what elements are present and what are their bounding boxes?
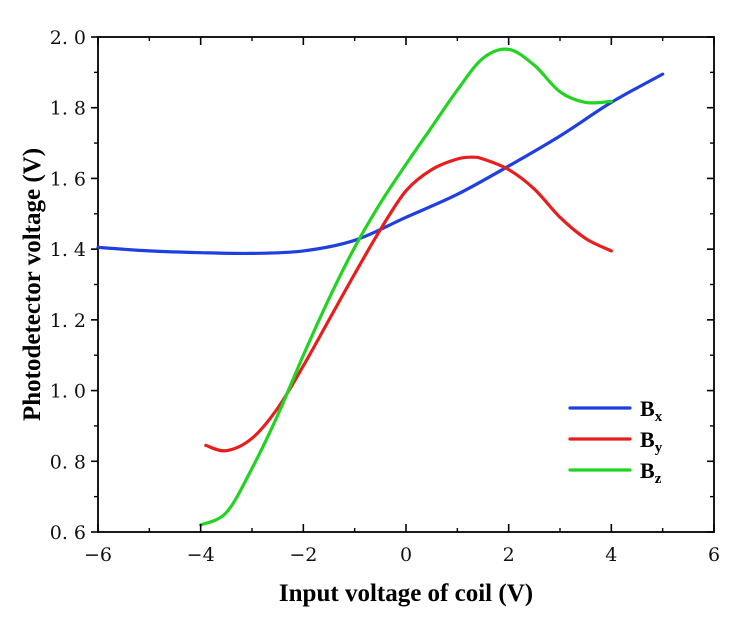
x-tick-label: 2: [503, 544, 515, 566]
y-tick-labels: 0. 6 0. 8 1. 0 1. 2 1. 4 1. 6 1. 8 2. 0: [50, 27, 86, 544]
x-tick-label: −4: [187, 544, 215, 566]
x-tick-label: 4: [605, 544, 617, 566]
x-axis-title: Input voltage of coil (V): [279, 580, 533, 607]
y-tick-label: 0. 6: [50, 522, 86, 544]
x-tick-label: 6: [708, 544, 720, 566]
legend-label-by: By: [640, 427, 663, 456]
x-tick-labels: −6 −4 −2 0 2 4 6: [84, 544, 720, 566]
x-tick-label: −2: [289, 544, 317, 566]
y-tick-label: 1. 2: [50, 310, 86, 332]
x-tick-label: −6: [84, 544, 112, 566]
y-tick-label: 1. 4: [50, 239, 86, 261]
plot-frame: [97, 36, 715, 533]
y-tick-label: 2. 0: [50, 27, 86, 49]
y-tick-label: 1. 6: [50, 168, 86, 190]
x-tick-label: 0: [400, 544, 412, 566]
y-tick-label: 0. 8: [50, 451, 86, 473]
y-axis-title: Photodetector voltage (V): [19, 148, 46, 421]
y-tick-label: 1. 8: [50, 98, 86, 120]
axis-ticks: [91, 36, 715, 533]
series-layer: [96, 47, 665, 527]
legend-label-bx: Bx: [640, 396, 663, 425]
y-tick-label: 1. 0: [50, 381, 86, 403]
series-line-bz: [199, 47, 613, 527]
series-line-by: [204, 155, 613, 453]
legend-label-bz: Bz: [640, 458, 662, 487]
